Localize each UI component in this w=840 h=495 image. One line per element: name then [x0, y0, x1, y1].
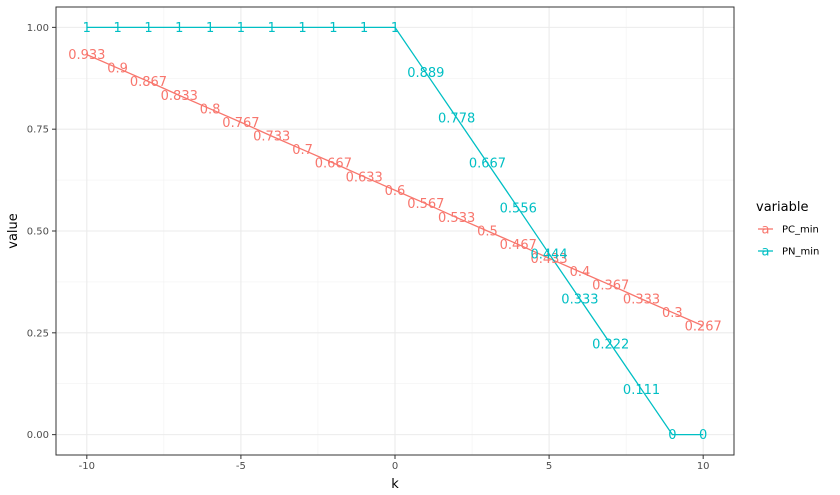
axes: -10 -5 0 5 100.000.250.500.751.00 [27, 6, 735, 472]
data-label: 0 [668, 428, 676, 443]
data-label: 1 [206, 21, 214, 36]
data-label: 0 [699, 428, 707, 443]
series-lines [86, 26, 704, 436]
series-line-PN_min [86, 26, 704, 436]
data-label: 1 [360, 21, 368, 36]
data-label: 0.733 [253, 130, 290, 145]
data-label: 0.633 [346, 170, 383, 185]
legend-item-PN_min: a PN_min [757, 242, 819, 260]
data-label: 1 [83, 21, 91, 36]
data-label: 0.467 [500, 238, 537, 253]
data-label: 0.556 [500, 202, 537, 217]
data-label: 1 [268, 21, 276, 36]
data-label: 0.667 [469, 156, 506, 171]
data-label: 0.889 [407, 66, 444, 81]
legend-title: variable [756, 200, 808, 215]
data-label: 0.867 [130, 75, 167, 90]
data-label: 0.267 [685, 319, 722, 334]
legend-label: PC_min [782, 225, 819, 236]
legend-label: PN_min [782, 247, 819, 258]
data-label: 0.333 [561, 293, 598, 308]
x-axis-title: k [391, 477, 399, 492]
x-tick-label: -5 [236, 461, 246, 472]
data-label: 0.222 [592, 338, 629, 353]
data-label: 0.433 [530, 252, 567, 267]
data-label: 1 [391, 21, 399, 36]
y-tick-label: 0.00 [27, 430, 49, 441]
y-tick-label: 0.75 [27, 125, 49, 136]
data-label: 0.4 [570, 265, 591, 280]
data-label: 1 [298, 21, 306, 36]
data-label: 1 [144, 21, 152, 36]
legend-key-glyph: a [762, 245, 770, 260]
data-label: 0.933 [68, 48, 105, 63]
x-tick-label: -10 [79, 461, 95, 472]
data-label: 0.3 [662, 306, 683, 321]
x-tick-label: 5 [546, 461, 552, 472]
series-line-PC_min [86, 54, 704, 327]
y-tick-label: 0.50 [27, 227, 49, 238]
x-tick-label: 0 [392, 461, 398, 472]
data-label: 1 [237, 21, 245, 36]
legend-key-glyph: a [762, 223, 770, 238]
data-label: 0.444 [530, 247, 567, 262]
data-label: 0.367 [592, 279, 629, 294]
data-label: 1 [175, 21, 183, 36]
data-label: 0.567 [407, 197, 444, 212]
data-label: 0.833 [161, 89, 198, 104]
data-label: 1 [329, 21, 337, 36]
data-labels: 0.9330.90.8670.8330.80.7670.7330.70.6670… [68, 21, 722, 443]
data-label: 0.767 [222, 116, 259, 131]
x-tick-label: 10 [697, 461, 710, 472]
y-axis-title: value [6, 213, 21, 249]
data-label: 0.5 [477, 225, 498, 240]
data-label: 1 [113, 21, 121, 36]
y-tick-label: 0.25 [27, 328, 49, 339]
legend-item-PC_min: a PC_min [757, 220, 819, 238]
data-label: 0.333 [623, 293, 660, 308]
data-label: 0.8 [200, 102, 221, 117]
y-tick-label: 1.00 [27, 23, 49, 34]
data-label: 0.111 [623, 383, 660, 398]
data-label: 0.9 [107, 62, 128, 77]
data-label: 0.778 [438, 111, 475, 126]
data-label: 0.667 [315, 156, 352, 171]
data-label: 0.7 [292, 143, 313, 158]
data-label: 0.533 [438, 211, 475, 226]
data-label: 0.6 [385, 184, 406, 199]
